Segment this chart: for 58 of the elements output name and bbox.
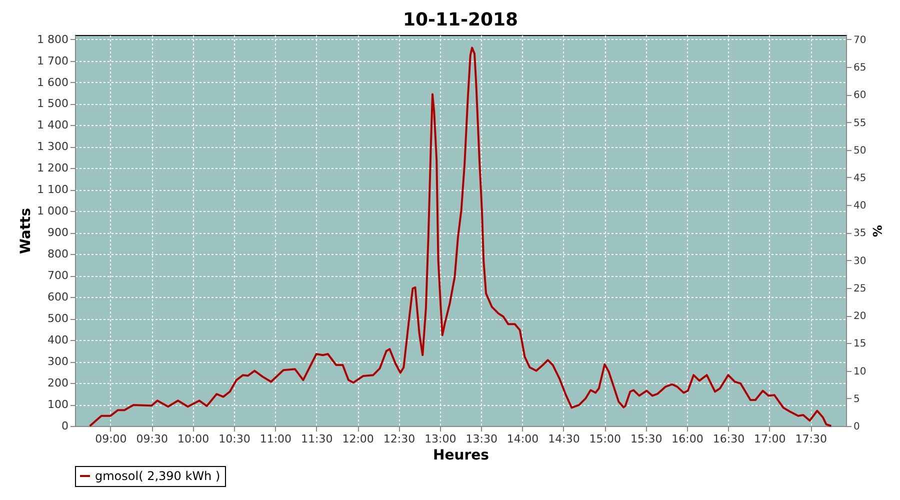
y-tick-label: 100 bbox=[48, 398, 68, 412]
x-tick-label: 15:30 bbox=[630, 432, 662, 446]
y-tick-label: 1 700 bbox=[37, 54, 68, 68]
y2-tick-label: 0 bbox=[854, 422, 860, 432]
y2-tick-label: 60 bbox=[854, 90, 866, 102]
y-tick-label: 700 bbox=[48, 269, 68, 282]
y2-tick-label: 40 bbox=[854, 200, 866, 212]
x-tick-label: 14:30 bbox=[548, 432, 580, 446]
y-tick-label: 1 300 bbox=[37, 140, 68, 154]
x-tick-label: 09:30 bbox=[136, 432, 168, 446]
y-tick-label: 400 bbox=[48, 334, 68, 347]
y-tick-label: 1 800 bbox=[37, 32, 68, 46]
x-tick-label: 12:30 bbox=[383, 432, 416, 446]
y-tick-label: 600 bbox=[48, 290, 68, 304]
x-tick-label: 10:00 bbox=[177, 432, 210, 446]
chart-title: 10-11-2018 bbox=[402, 9, 518, 30]
y-axis-title: Watts bbox=[18, 208, 34, 254]
y2-tick-label: 50 bbox=[854, 145, 866, 156]
y2-tick-label: 25 bbox=[854, 283, 866, 294]
x-tick-label: 16:30 bbox=[712, 432, 745, 446]
y-tick-label: 1 200 bbox=[37, 162, 68, 175]
line-series bbox=[88, 46, 832, 427]
legend-label: gmosol( 2,390 kWh ) bbox=[95, 469, 220, 483]
y2-tick-label: 55 bbox=[854, 118, 866, 129]
y-tick-label: 800 bbox=[48, 248, 68, 261]
y-tick-label: 900 bbox=[48, 226, 68, 240]
y-tick-label: 300 bbox=[48, 355, 68, 368]
x-tick-label: 11:00 bbox=[260, 432, 292, 446]
x-tick-label: 15:00 bbox=[589, 432, 621, 446]
x-tick-label: 12:00 bbox=[342, 432, 374, 446]
y-tick-label: 1 000 bbox=[37, 204, 68, 218]
y-tick-label: 0 bbox=[62, 420, 68, 432]
y2-tick-label: 45 bbox=[854, 172, 866, 184]
y-tick-label: 1 500 bbox=[37, 97, 68, 110]
y2-tick-label: 15 bbox=[854, 338, 866, 350]
x-tick-label: 09:00 bbox=[95, 432, 127, 446]
y-tick-label: 1 600 bbox=[37, 76, 68, 89]
x-tick-label: 16:00 bbox=[672, 432, 704, 446]
y2-tick-label: 35 bbox=[854, 228, 866, 240]
y-tick-label: 200 bbox=[48, 376, 68, 390]
y2-tick-label: 20 bbox=[854, 311, 866, 322]
x-tick-label: 17:30 bbox=[795, 432, 827, 446]
y2-tick-label: 70 bbox=[854, 34, 866, 46]
x-tick-label: 13:00 bbox=[424, 432, 456, 446]
x-tick-label: 13:30 bbox=[466, 432, 498, 446]
x-tick-label: 14:00 bbox=[506, 432, 539, 446]
x-tick-label: 10:30 bbox=[218, 432, 250, 446]
y2-tick-label: 30 bbox=[854, 256, 866, 267]
y-tick-label: 1 100 bbox=[37, 183, 68, 196]
y2-tick-label: 5 bbox=[854, 394, 860, 405]
y2-tick-label: 10 bbox=[854, 366, 866, 378]
x-tick-label: 11:30 bbox=[301, 432, 333, 446]
x-axis-title: Heures bbox=[433, 448, 489, 464]
y-tick-label: 1 400 bbox=[37, 118, 68, 132]
y-tick-label: 500 bbox=[48, 312, 68, 326]
y2-tick-label: 65 bbox=[854, 62, 866, 74]
y2-axis-title: % bbox=[870, 224, 884, 238]
x-tick-label: 17:00 bbox=[754, 432, 786, 446]
